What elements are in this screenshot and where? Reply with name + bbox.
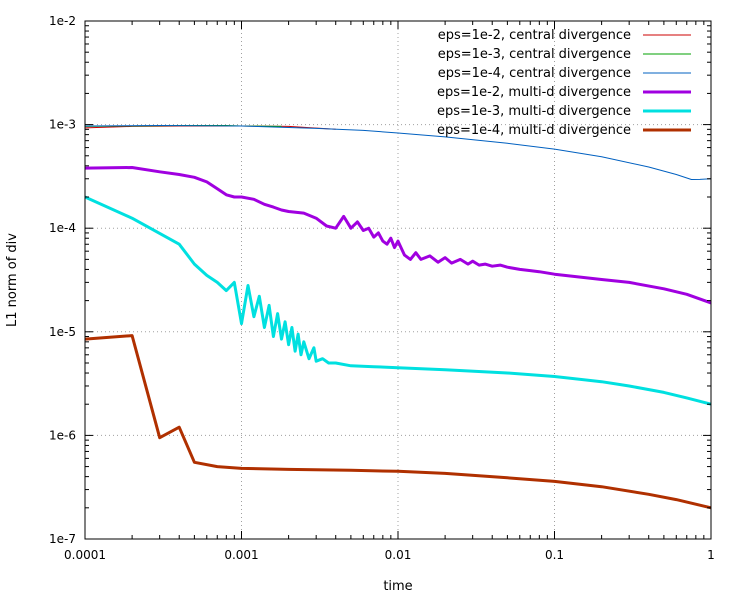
y-tick-label: 1e-5: [49, 325, 76, 339]
series-line-4: [84, 166, 712, 305]
y-tick-label: 1e-6: [49, 428, 76, 442]
grid: [85, 21, 711, 539]
x-axis-title: time: [383, 579, 412, 594]
legend-label-1: eps=1e-2, central divergence: [438, 28, 631, 43]
y-axis-title: L1 norm of div: [5, 233, 20, 327]
y-tick-label: 1e-2: [49, 14, 76, 28]
legend: eps=1e-2, central divergence eps=1e-3, ce…: [437, 28, 691, 138]
y-tick-label: 1e-3: [49, 118, 76, 132]
series-layer: [84, 125, 712, 510]
legend-label-3: eps=1e-4, central divergence: [438, 66, 631, 81]
legend-label-4: eps=1e-2, multi-d divergence: [437, 85, 631, 100]
x-tick-label: 0.01: [385, 548, 412, 562]
series-line-5: [84, 195, 712, 406]
y-tick-label: 1e-4: [49, 221, 76, 235]
legend-label-2: eps=1e-3, central divergence: [438, 47, 631, 62]
ticks: 0.0001 0.001 0.01 0.1 1 1e-7 1e-6 1e-5 1e-4 1e-3 1…: [49, 14, 715, 562]
y-tick-label: 1e-7: [49, 532, 76, 546]
x-tick-label: 0.0001: [64, 548, 106, 562]
x-tick-label: 0.001: [224, 548, 258, 562]
x-tick-label: 1: [707, 548, 715, 562]
legend-label-5: eps=1e-3, multi-d divergence: [437, 104, 631, 119]
x-tick-label: 0.1: [545, 548, 564, 562]
series-line-6: [84, 334, 712, 510]
series-line-3: [84, 125, 712, 180]
legend-label-6: eps=1e-4, multi-d divergence: [437, 123, 631, 138]
